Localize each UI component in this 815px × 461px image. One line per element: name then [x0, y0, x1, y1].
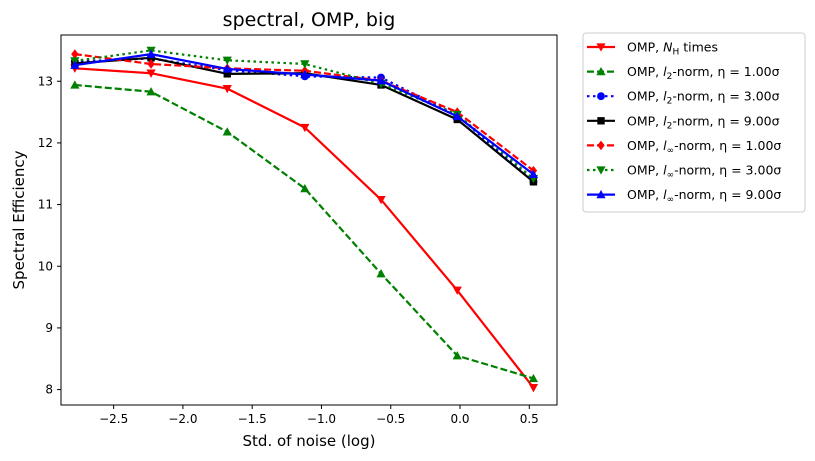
data-point — [147, 59, 155, 69]
legend-label: OMP, l∞-norm, η = 3.00σ — [627, 163, 781, 181]
data-point — [222, 127, 232, 136]
data-point — [376, 195, 386, 205]
data-point — [528, 373, 539, 383]
x-tick-label: −2.0 — [168, 412, 197, 426]
x-tick-label: −0.5 — [376, 412, 405, 426]
data-point — [300, 69, 310, 79]
data-point — [222, 56, 232, 65]
data-point — [222, 84, 232, 94]
y-tick-label: 9 — [45, 321, 53, 335]
y-tick-label: 12 — [38, 136, 53, 150]
legend-marker — [597, 117, 605, 125]
data-point — [300, 183, 310, 193]
legend-marker — [597, 92, 605, 101]
y-axis-label: Spectral Efficiency — [10, 150, 28, 289]
legend: OMP, NH times OMP, l2-norm, η = 1.00σ OMP,… — [582, 32, 806, 213]
data-point — [147, 54, 155, 62]
legend-label: OMP, l2-norm, η = 1.00σ — [627, 64, 780, 82]
legend-item: OMP, l∞-norm, η = 3.00σ — [587, 163, 781, 181]
chart-title: spectral, OMP, big — [223, 9, 396, 31]
legend-label: OMP, NH times — [627, 40, 718, 58]
data-point — [376, 269, 386, 278]
legend-item: OMP, l2-norm, η = 3.00σ — [587, 89, 780, 107]
data-point — [70, 60, 80, 69]
data-point — [146, 49, 156, 58]
legend-label: OMP, l2-norm, η = 9.00σ — [627, 113, 780, 131]
y-axis: 8 9 10 11 12 13 — [38, 74, 61, 397]
legend-item: OMP, l∞-norm, η = 9.00σ — [587, 187, 781, 205]
data-point — [452, 286, 462, 295]
data-point — [452, 351, 462, 360]
series-1 — [70, 64, 539, 393]
y-tick-label: 11 — [38, 198, 53, 212]
data-point — [528, 169, 539, 179]
legend-label: OMP, l2-norm, η = 3.00σ — [627, 89, 780, 107]
x-axis: −2.5 −2.0 −1.5 −1.0 −0.5 0.0 0.5 — [99, 405, 539, 426]
plot-frame — [60, 34, 558, 406]
data-point — [146, 69, 156, 78]
legend-marker — [596, 166, 606, 175]
x-tick-label: −1.5 — [238, 412, 267, 426]
y-tick-label: 10 — [38, 259, 53, 273]
data-point — [222, 64, 232, 73]
series-7 — [70, 49, 539, 179]
data-point — [223, 70, 231, 78]
x-axis-label: Std. of noise (log) — [243, 432, 376, 450]
y-tick-label: 8 — [45, 383, 53, 397]
legend-item: OMP, l2-norm, η = 9.00σ — [587, 113, 780, 131]
y-tick-label: 13 — [38, 74, 53, 88]
legend-label: OMP, l∞-norm, η = 9.00σ — [627, 187, 781, 205]
legend-marker — [596, 43, 606, 52]
x-tick-label: −1.0 — [307, 412, 336, 426]
data-point — [528, 384, 539, 393]
legend-marker — [596, 67, 606, 76]
x-tick-label: 0.0 — [450, 412, 469, 426]
data-point — [452, 111, 462, 121]
data-point — [300, 123, 310, 133]
legend-frame — [582, 32, 806, 213]
data-point — [71, 49, 79, 59]
series-line — [74, 67, 535, 389]
series-6 — [70, 46, 539, 184]
legend-item: OMP, l2-norm, η = 1.00σ — [587, 64, 780, 82]
legend-marker — [597, 140, 605, 151]
x-tick-label: −2.5 — [99, 412, 128, 426]
series-5 — [71, 49, 538, 176]
legend-item: OMP, NH times — [587, 40, 718, 58]
legend-item: OMP, l∞-norm, η = 1.00σ — [587, 138, 781, 156]
data-point — [300, 60, 310, 69]
legend-marker — [596, 190, 606, 199]
plot-series — [70, 46, 539, 393]
data-point — [146, 87, 156, 96]
x-tick-label: 0.5 — [520, 412, 539, 426]
data-point — [70, 80, 80, 89]
legend-label: OMP, l∞-norm, η = 1.00σ — [627, 138, 781, 156]
data-point — [376, 76, 386, 85]
series-2 — [70, 80, 539, 383]
